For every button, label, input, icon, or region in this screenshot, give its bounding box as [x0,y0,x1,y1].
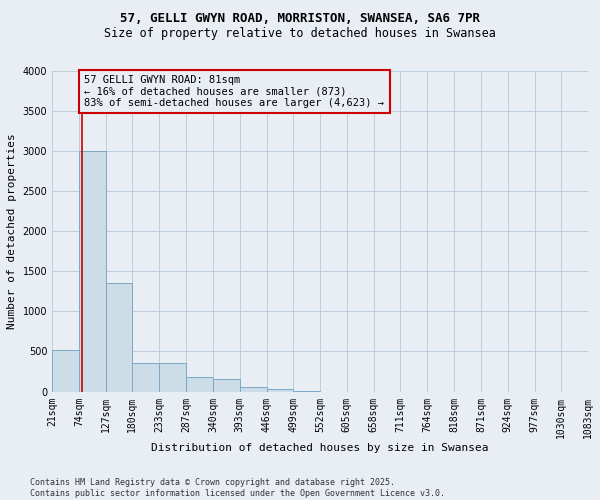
Bar [79,151,106,392]
Bar [133,364,159,392]
Text: 57, GELLI GWYN ROAD, MORRISTON, SWANSEA, SA6 7PR: 57, GELLI GWYN ROAD, MORRISTON, SWANSEA,… [120,12,480,26]
Bar [52,350,79,392]
Bar [187,378,213,392]
Bar [266,389,293,392]
Bar [159,362,186,392]
Bar [106,284,133,392]
X-axis label: Distribution of detached houses by size in Swansea: Distribution of detached houses by size … [151,443,489,453]
Text: Contains HM Land Registry data © Crown copyright and database right 2025.
Contai: Contains HM Land Registry data © Crown c… [30,478,445,498]
Text: Size of property relative to detached houses in Swansea: Size of property relative to detached ho… [104,28,496,40]
Bar [240,386,266,392]
Y-axis label: Number of detached properties: Number of detached properties [7,134,17,329]
Bar [213,380,240,392]
Text: 57 GELLI GWYN ROAD: 81sqm
← 16% of detached houses are smaller (873)
83% of semi: 57 GELLI GWYN ROAD: 81sqm ← 16% of detac… [85,75,385,108]
